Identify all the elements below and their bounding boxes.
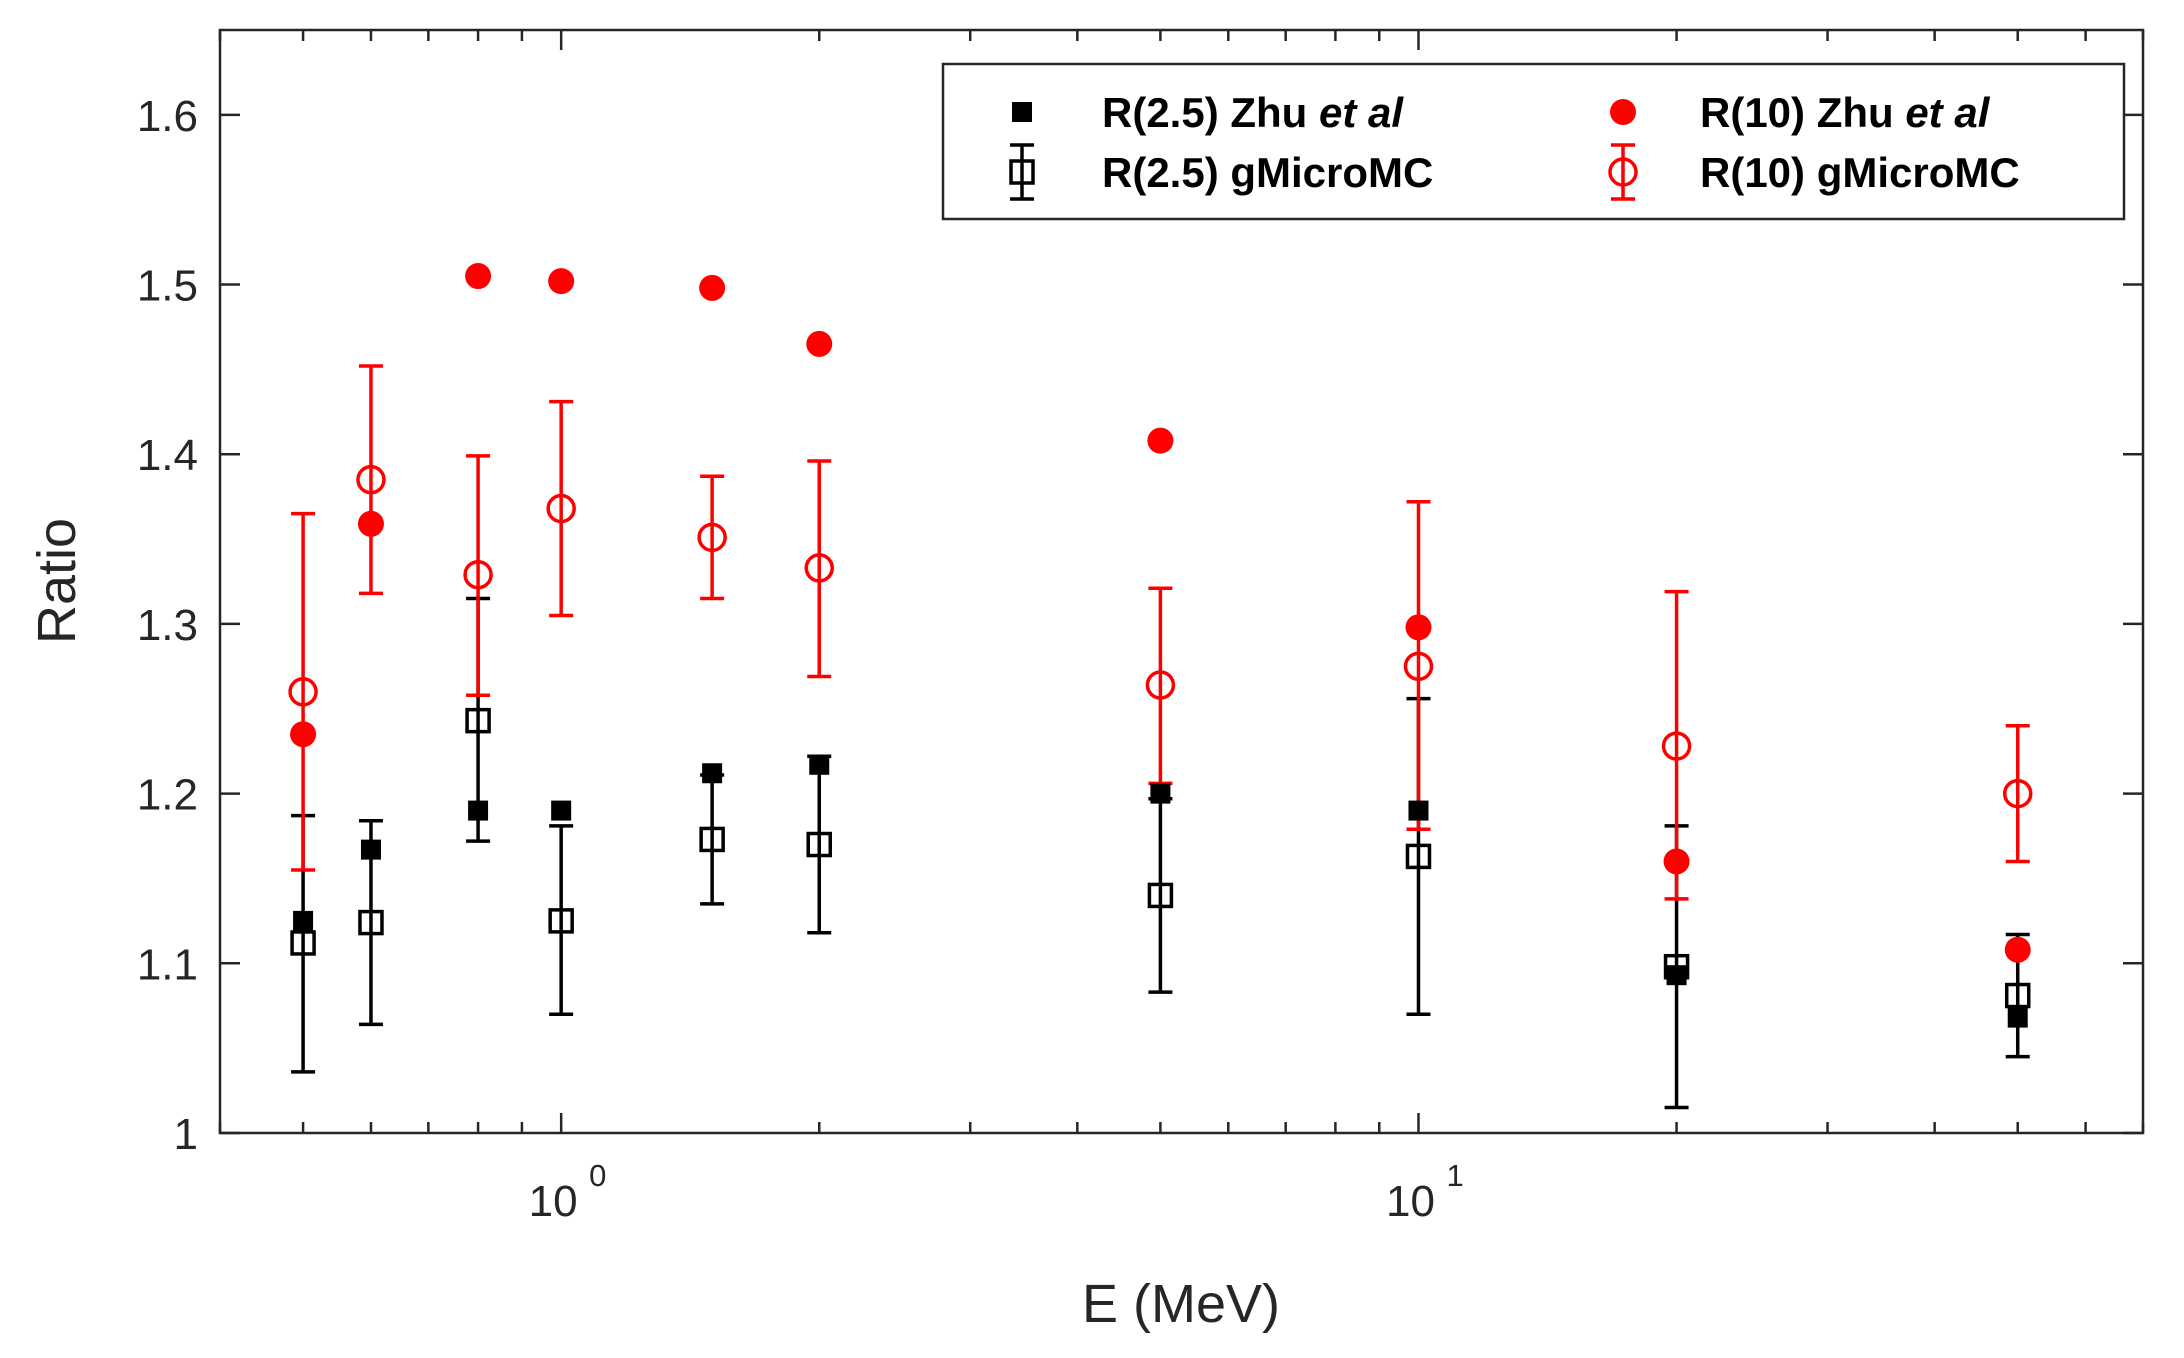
data-point [1666, 965, 1687, 986]
y-tick-label: 1.5 [137, 262, 198, 311]
series-r-2-5-zhu-et-al [293, 754, 2028, 1028]
data-point [806, 330, 833, 357]
data-point [551, 800, 572, 821]
legend: R(2.5) Zhu et al R(2.5) gMicroMC R(10) Zhu… [941, 62, 2126, 221]
data-point [288, 677, 318, 707]
y-tick-label: 1.2 [137, 771, 198, 820]
legend-label: R(2.5) Zhu et al [1102, 89, 1404, 136]
x-tick-exponent: 0 [589, 1158, 606, 1193]
x-tick-labels: 10 0 10 1 [529, 1158, 1464, 1226]
legend-label: R(10) Zhu et al [1700, 89, 1991, 136]
legend-label: R(2.5) gMicroMC [1102, 149, 1433, 196]
legend-entry: R(2.5) gMicroMC [1009, 143, 1433, 201]
data-point [2004, 936, 2031, 963]
data-point [468, 800, 489, 821]
error-bar [2005, 723, 2030, 864]
data-point [548, 268, 575, 295]
data-point [699, 274, 726, 301]
data-point [1145, 670, 1176, 700]
error-bar [1664, 589, 1689, 901]
x-axis-title: E (MeV) [1082, 1274, 1280, 1334]
error-bar [1611, 143, 1635, 201]
data-point [1610, 99, 1636, 125]
data-point [804, 553, 834, 583]
data-point [1012, 102, 1032, 122]
y-tick-labels: 1 1.1 1.2 1.3 1.4 1.5 1.6 [137, 92, 198, 1159]
data-point [357, 510, 384, 537]
error-bar [700, 474, 725, 601]
y-tick-label: 1 [174, 1110, 198, 1159]
data-point [702, 763, 723, 784]
data-point [1403, 651, 1434, 682]
data-point [1408, 800, 1429, 821]
legend-entry: R(2.5) Zhu et al [1012, 89, 1404, 136]
data-point [463, 559, 493, 590]
data-point [1147, 882, 1174, 909]
data-point [465, 263, 492, 290]
error-bar [1406, 499, 1431, 832]
y-tick-label: 1.4 [137, 431, 198, 480]
data-point [809, 754, 830, 775]
data-point [546, 493, 576, 524]
data-point [358, 909, 384, 936]
legend-entry: R(10) Zhu et al [1610, 89, 1991, 136]
data-point [1663, 848, 1690, 875]
data-point [697, 522, 727, 553]
error-bar [1010, 143, 1034, 201]
data-point [1608, 157, 1638, 187]
series-r-10-gmicromc [288, 364, 2033, 901]
plot-frame [218, 28, 2145, 1135]
x-tick-label: 10 [1386, 1177, 1435, 1226]
series-r-10-zhu-et-al [290, 263, 2031, 963]
error-bar [466, 454, 491, 697]
data-point [1009, 159, 1035, 185]
y-tick-label: 1.1 [137, 940, 198, 989]
data-point [548, 908, 574, 934]
legend-box [941, 62, 2126, 221]
error-bar [1148, 586, 1173, 786]
error-bar [807, 459, 832, 679]
data-point [356, 464, 386, 495]
data-point [1147, 427, 1174, 454]
data-point [1661, 731, 1692, 761]
legend-label: R(10) gMicroMC [1700, 149, 2020, 196]
data-point [1405, 843, 1432, 870]
legend-entry: R(10) gMicroMC [1608, 143, 2020, 201]
x-tick-exponent: 1 [1446, 1158, 1463, 1193]
error-bar [358, 364, 383, 596]
data-point [465, 707, 491, 734]
data-point [699, 826, 725, 853]
data-point [1150, 783, 1171, 804]
x-tick-label: 10 [529, 1177, 578, 1226]
y-tick-label: 1.3 [137, 601, 198, 650]
error-bar [549, 824, 574, 1016]
data-point [290, 930, 316, 956]
data-point [360, 839, 381, 860]
data-point [290, 721, 317, 748]
data-point [2002, 778, 2033, 809]
data-point [1405, 614, 1432, 641]
error-bar [549, 399, 574, 618]
data-point [2007, 1007, 2028, 1028]
data-point [806, 831, 832, 858]
series-layer [288, 263, 2033, 1110]
data-point [2004, 982, 2031, 1009]
y-axis-title: Ratio [27, 518, 87, 644]
data-point [293, 910, 314, 931]
error-bar [291, 511, 316, 872]
y-tick-label: 1.6 [137, 92, 198, 141]
